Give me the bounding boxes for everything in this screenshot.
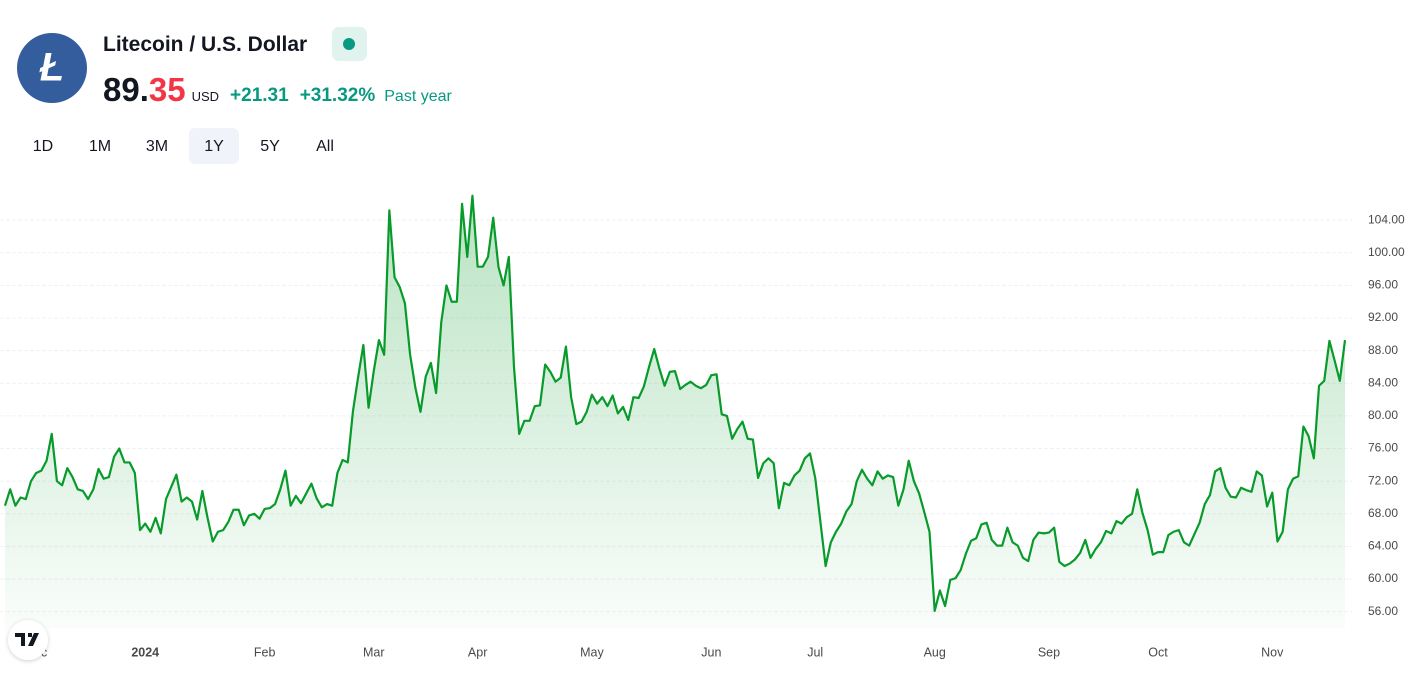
axes: 56.00 60.00 64.00 68.00 72.00 76.00 80.00 84.00… xyxy=(25,212,1405,659)
y-tick-label: 84.00 xyxy=(1368,375,1398,389)
y-tick-label: 72.00 xyxy=(1368,473,1398,487)
x-tick-label: Jun xyxy=(701,645,721,659)
y-tick-label: 96.00 xyxy=(1368,278,1398,292)
range-button[interactable]: 1Y xyxy=(204,138,224,155)
range-button[interactable]: All xyxy=(316,138,334,155)
tv-logo-badge xyxy=(8,620,48,660)
symbol-title: Litecoin / U.S. Dollar xyxy=(103,33,307,56)
period: Past year xyxy=(384,88,452,105)
x-tick-label: Aug xyxy=(924,645,946,659)
y-tick-label: 80.00 xyxy=(1368,408,1398,422)
x-tick-label: Nov xyxy=(1261,645,1284,659)
x-tick-label: 2024 xyxy=(131,645,159,659)
price-line: 89.35 USD +21.31 +31.32% Past year xyxy=(103,71,453,108)
range-button-active-bg xyxy=(189,128,239,164)
tv-logo-mark xyxy=(15,633,39,646)
tv-logo xyxy=(8,620,48,660)
y-tick-label: 88.00 xyxy=(1368,343,1398,357)
y-tick-label: 76.00 xyxy=(1368,441,1398,455)
y-tick-label: 92.00 xyxy=(1368,310,1398,324)
change-percent: +31.32% xyxy=(300,85,376,106)
header: Ł Litecoin / U.S. Dollar 89.35 USD +21.31 +… xyxy=(17,27,453,108)
x-tick-label: Jul xyxy=(807,645,823,659)
price-line xyxy=(3,194,1347,612)
currency: USD xyxy=(192,89,219,104)
change: +21.31 xyxy=(230,85,289,106)
range-button[interactable]: 1D xyxy=(33,138,53,155)
status-dot xyxy=(343,38,355,50)
price-main: 89. xyxy=(103,71,149,108)
y-tick-label: 68.00 xyxy=(1368,506,1398,520)
x-tick-label: Feb xyxy=(254,645,276,659)
logo-letter: Ł xyxy=(39,46,64,90)
range-button[interactable]: 1M xyxy=(89,138,111,155)
y-tick-label: 64.00 xyxy=(1368,539,1398,553)
x-tick-label: Mar xyxy=(363,645,385,659)
area xyxy=(5,195,1345,628)
range-buttons: 1D 1M 3M 1Y 5Y All xyxy=(33,128,334,164)
x-tick-label: Oct xyxy=(1148,645,1168,659)
x-tick-label: Sep xyxy=(1038,645,1060,659)
x-tick-label: May xyxy=(580,645,604,659)
range-button[interactable]: 5Y xyxy=(260,138,280,155)
y-tick-label: 100.00 xyxy=(1368,245,1405,259)
x-tick-label: Apr xyxy=(468,645,487,659)
range-button[interactable]: 3M xyxy=(146,138,168,155)
price-fraction: 35 xyxy=(149,71,186,108)
y-tick-label: 104.00 xyxy=(1368,212,1405,226)
y-tick-label: 60.00 xyxy=(1368,571,1398,585)
logo xyxy=(17,33,87,103)
plot xyxy=(3,194,1347,628)
y-tick-label: 56.00 xyxy=(1368,604,1398,618)
